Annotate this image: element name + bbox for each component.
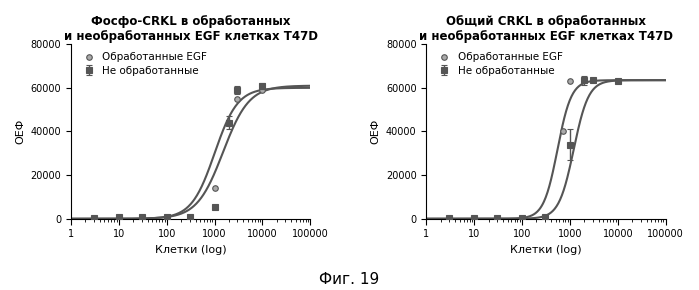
Line: Обработанные EGF: Обработанные EGF [91,87,265,221]
Title: Общий CRKL в обработанных
и необработанных EGF клетках T47D: Общий CRKL в обработанных и необработанн… [419,15,673,43]
Y-axis label: ОЕФ: ОЕФ [370,119,380,144]
Обработанные EGF [614,79,622,83]
Y-axis label: ОЕФ: ОЕФ [15,119,25,144]
Обработанные EGF [163,216,171,219]
Обработанные EGF [470,216,478,220]
Обработанные EGF [445,217,454,220]
Обработанные EGF [210,186,219,190]
Title: Фосфо-CRKL в обработанных
и необработанных EGF клетках T47D: Фосфо-CRKL в обработанных и необработанн… [64,15,317,43]
Обработанные EGF [138,216,146,220]
Обработанные EGF [89,216,98,220]
Text: Фиг. 19: Фиг. 19 [319,272,380,287]
Обработанные EGF [559,130,567,133]
Обработанные EGF [565,79,574,83]
Line: Обработанные EGF: Обработанные EGF [447,77,621,221]
Обработанные EGF [233,97,242,100]
Обработанные EGF [258,88,266,92]
Обработанные EGF [541,216,549,219]
Legend: Обработанные EGF, Не обработанные: Обработанные EGF, Не обработанные [76,49,210,79]
Обработанные EGF [518,216,526,220]
Обработанные EGF [115,216,123,220]
Обработанные EGF [493,216,501,220]
Обработанные EGF [185,215,194,218]
X-axis label: Клетки (log): Клетки (log) [155,245,226,255]
X-axis label: Клетки (log): Клетки (log) [510,245,582,255]
Обработанные EGF [589,78,597,82]
Legend: Обработанные EGF, Не обработанные: Обработанные EGF, Не обработанные [431,49,565,79]
